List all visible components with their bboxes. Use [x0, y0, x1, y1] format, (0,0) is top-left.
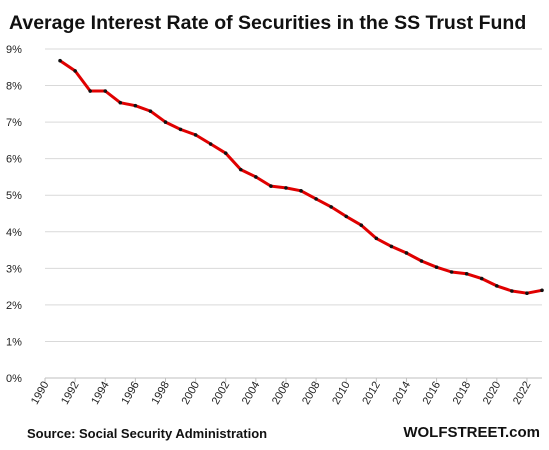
data-point	[359, 223, 364, 227]
x-tick-label: 2004	[240, 380, 263, 407]
chart-title: Average Interest Rate of Securities in t…	[9, 12, 527, 34]
data-point	[344, 214, 349, 219]
x-tick-label: 2014	[390, 380, 413, 407]
y-tick-label: 5%	[6, 190, 22, 202]
data-point	[118, 100, 123, 105]
x-tick-label: 1992	[59, 380, 82, 407]
series-layer	[58, 58, 544, 295]
data-point	[73, 69, 77, 73]
data-point	[434, 265, 439, 270]
gridlines	[45, 48, 542, 379]
x-tick-label: 1998	[149, 380, 172, 407]
data-point	[133, 103, 138, 108]
data-point	[58, 58, 62, 63]
x-tick-label: 2018	[451, 380, 474, 407]
data-point	[419, 259, 424, 263]
data-point	[103, 89, 108, 93]
data-point	[269, 184, 273, 188]
data-point	[540, 288, 544, 293]
data-point	[193, 133, 198, 137]
data-point	[254, 175, 258, 179]
data-point	[178, 127, 183, 132]
data-point	[148, 109, 153, 113]
data-point	[374, 236, 379, 241]
y-axis-ticks: 0% 1% 2% 3% 4% 5% 6% 7% 8% 9%	[6, 44, 22, 385]
source-note: Source: Social Security Administration	[27, 426, 268, 441]
data-point	[223, 151, 228, 155]
series-line	[58, 59, 544, 295]
data-point	[479, 276, 484, 281]
y-tick-label: 4%	[6, 227, 22, 239]
data-point	[525, 291, 529, 295]
x-tick-label: 2008	[300, 380, 323, 407]
x-tick-label: 1990	[29, 380, 52, 407]
y-tick-label: 3%	[6, 263, 22, 275]
y-tick-label: 6%	[6, 154, 22, 166]
x-axis-ticks: 1990 1992 1994 1996 1998 2000 2002 2004 2006 2008…	[29, 378, 534, 407]
x-tick-label: 2016	[421, 380, 444, 407]
x-tick-label: 2000	[180, 380, 203, 407]
brand-mark: WOLFSTREET.com	[403, 424, 540, 441]
y-tick-label: 0%	[6, 373, 22, 385]
data-point	[238, 167, 243, 172]
x-tick-label: 1996	[119, 380, 142, 407]
x-tick-label: 2006	[270, 380, 293, 407]
y-tick-label: 8%	[6, 81, 22, 93]
data-point	[404, 251, 409, 255]
data-point	[464, 272, 469, 276]
data-point	[299, 189, 303, 193]
data-point	[389, 244, 394, 249]
data-point	[510, 289, 514, 293]
y-tick-label: 9%	[6, 44, 22, 56]
x-tick-label: 1994	[89, 380, 112, 407]
x-tick-label: 2012	[360, 380, 383, 407]
data-point	[88, 89, 92, 93]
data-point	[284, 186, 288, 190]
data-point	[449, 270, 454, 274]
data-point	[314, 197, 318, 201]
data-point	[208, 142, 213, 146]
y-tick-label: 7%	[6, 117, 22, 129]
data-point	[329, 205, 333, 209]
x-tick-label: 2002	[210, 380, 233, 407]
y-tick-label: 2%	[6, 300, 22, 312]
y-tick-label: 1%	[6, 336, 22, 348]
data-point	[495, 284, 499, 288]
data-point	[163, 120, 168, 124]
x-tick-label: 2020	[481, 380, 504, 407]
x-tick-label: 2022	[511, 380, 534, 407]
x-tick-label: 2010	[330, 380, 353, 407]
